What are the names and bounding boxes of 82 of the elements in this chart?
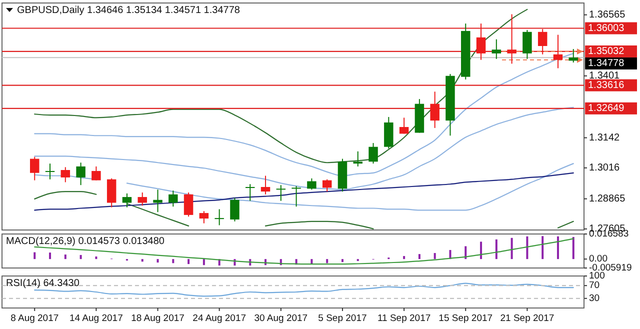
y-tick-label: 1.28865 <box>589 193 626 204</box>
y-tick-label: 30 <box>589 292 600 304</box>
candlestick <box>553 34 563 69</box>
ref-line-label: 1.33616 <box>588 80 625 91</box>
chart-title: GBPUSD,Daily 1.34646 1.35134 1.34571 1.34778 <box>17 5 240 16</box>
bar <box>418 254 420 260</box>
x-tick-label: 5 Sep 2017 <box>318 313 367 324</box>
candlestick <box>322 178 332 192</box>
x-tick-label: 21 Sep 2017 <box>500 313 554 324</box>
bar <box>49 252 52 260</box>
line-series <box>34 106 574 190</box>
candlestick <box>230 197 240 222</box>
chart-title: MACD(12,26,9) 0.014573 0.013480 <box>6 236 165 247</box>
chart-title: RSI(14) 64.3430 <box>6 278 80 289</box>
candlestick <box>368 142 378 164</box>
y-tick-label: 100 <box>589 270 605 282</box>
candlestick <box>76 162 86 186</box>
bar <box>464 246 467 260</box>
ref-line-label: 1.35032 <box>588 46 625 57</box>
ref-line-label: 1.34778 <box>588 58 625 69</box>
y-tick-label: 70 <box>589 280 600 292</box>
candlestick <box>492 38 502 60</box>
bar <box>556 236 559 260</box>
candlestick <box>246 184 255 202</box>
bar <box>480 242 482 260</box>
candlestick <box>30 156 40 181</box>
bar <box>188 259 190 264</box>
candlestick <box>507 14 516 64</box>
bar <box>95 256 98 260</box>
candlestick <box>106 178 116 208</box>
y-tick-label: 1.36565 <box>589 9 626 20</box>
bar <box>172 259 174 264</box>
y-tick-label: 0.00 <box>589 254 608 265</box>
candlestick <box>153 189 162 213</box>
bar <box>434 253 436 260</box>
candlestick <box>307 178 316 190</box>
candlestick <box>292 186 301 208</box>
bar <box>572 236 574 260</box>
bar <box>403 256 406 260</box>
x-tick-label: 14 Aug 2017 <box>70 313 123 324</box>
candlestick <box>522 30 532 60</box>
candlestick <box>399 117 409 134</box>
ref-line-label: 1.36003 <box>588 22 625 34</box>
x-tick-label: 30 Aug 2017 <box>254 313 308 324</box>
y-tick-label: 1.3142 <box>589 132 620 144</box>
x-tick-label: 8 Aug 2017 <box>10 313 59 324</box>
candlestick <box>430 91 440 128</box>
bar <box>341 259 344 262</box>
y-tick-label: 1.3401 <box>589 70 620 82</box>
candlestick <box>476 23 486 60</box>
candlestick <box>122 192 132 208</box>
candlestick <box>353 150 362 167</box>
candlestick <box>60 166 70 183</box>
y-tick-label: -0.005919 <box>589 262 632 274</box>
bar <box>526 236 528 260</box>
bar <box>64 254 66 260</box>
x-tick-label: 18 Aug 2017 <box>131 313 184 324</box>
candlestick <box>138 192 147 206</box>
candlestick <box>45 163 55 180</box>
candlestick <box>184 192 194 218</box>
ref-line-label: 1.32649 <box>588 102 625 114</box>
candlestick <box>168 190 178 208</box>
x-tick-label: 24 Aug 2017 <box>192 313 246 324</box>
bar <box>495 239 498 260</box>
bar <box>34 252 36 260</box>
candlestick <box>214 208 224 226</box>
bar <box>202 259 205 266</box>
bar <box>542 236 544 260</box>
candlestick <box>538 28 548 55</box>
candlestick <box>276 184 286 202</box>
bar <box>80 254 82 260</box>
candlestick <box>92 166 101 181</box>
x-tick-label: 11 Sep 2017 <box>377 313 431 324</box>
y-tick-label: 0.016583 <box>589 228 629 240</box>
candlestick <box>199 210 209 224</box>
bar <box>141 259 144 262</box>
bar <box>156 259 159 263</box>
candlestick <box>260 175 270 195</box>
y-tick-label: 1.3016 <box>589 162 620 174</box>
x-tick-label: 15 Sep 2017 <box>438 313 493 324</box>
bar <box>326 259 328 264</box>
line-series <box>34 52 574 176</box>
